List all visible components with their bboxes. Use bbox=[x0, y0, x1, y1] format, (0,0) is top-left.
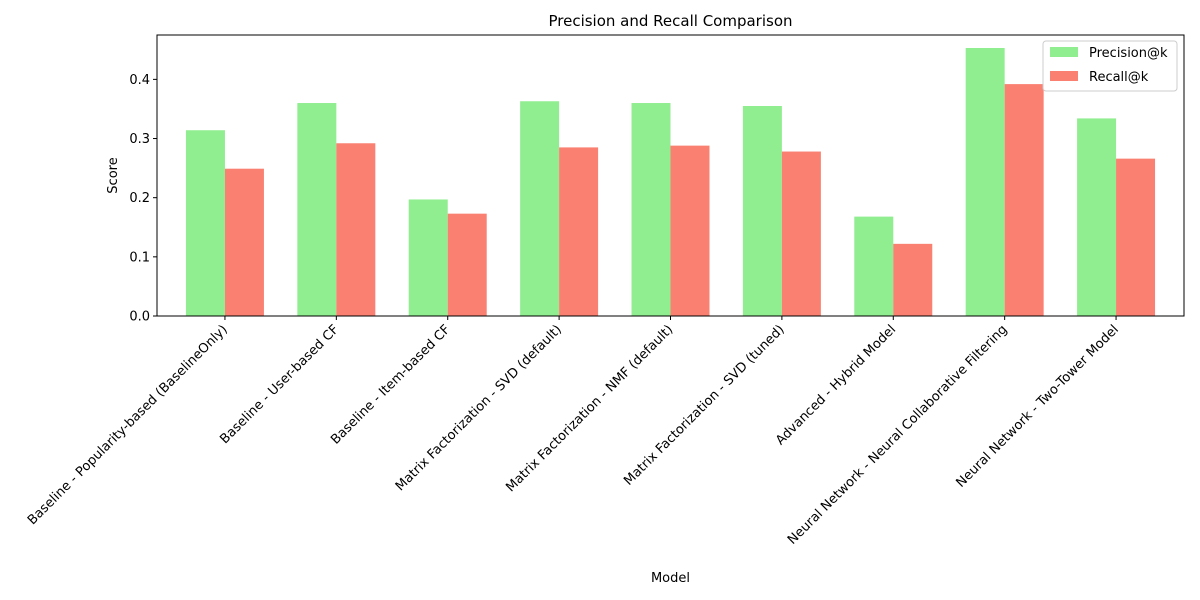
y-tick-label: 0.3 bbox=[129, 132, 150, 147]
y-axis: 0.0 0.1 0.2 0.3 0.4 bbox=[129, 73, 157, 325]
chart-title: Precision and Recall Comparison bbox=[548, 12, 792, 30]
bar-precision-k-8 bbox=[1077, 118, 1117, 316]
bar-recall-k-6 bbox=[893, 243, 933, 316]
legend-swatch-recall bbox=[1050, 71, 1078, 81]
x-tick-label: Baseline - Popularity-based (BaselineOnl… bbox=[25, 322, 231, 528]
x-tick-label: Baseline - User-based CF bbox=[217, 322, 342, 447]
bar-precision-k-7 bbox=[965, 48, 1005, 316]
bar-precision-k-4 bbox=[631, 103, 671, 316]
legend-label-precision: Precision@k bbox=[1089, 46, 1168, 61]
y-tick-label: 0.4 bbox=[129, 73, 150, 88]
bar-recall-k-0 bbox=[224, 168, 264, 316]
bar-precision-k-0 bbox=[185, 130, 225, 316]
bar-recall-k-8 bbox=[1116, 158, 1156, 316]
bar-recall-k-4 bbox=[670, 145, 710, 316]
x-axis-label: Model bbox=[651, 571, 690, 586]
plot-frame bbox=[156, 34, 1185, 317]
legend-label-recall: Recall@k bbox=[1089, 70, 1149, 85]
bar-recall-k-7 bbox=[1004, 84, 1044, 316]
y-tick-label: 0.2 bbox=[129, 191, 150, 206]
y-axis-label: Score bbox=[106, 157, 121, 193]
bars-layer bbox=[185, 48, 1156, 317]
bar-precision-k-2 bbox=[408, 199, 448, 316]
bar-precision-k-3 bbox=[520, 101, 560, 316]
bar-precision-k-6 bbox=[854, 216, 894, 316]
bar-recall-k-2 bbox=[447, 213, 487, 316]
legend: Precision@k Recall@k bbox=[1042, 40, 1178, 92]
y-tick-label: 0.1 bbox=[129, 250, 150, 265]
bar-recall-k-3 bbox=[559, 147, 599, 316]
bar-recall-k-5 bbox=[781, 151, 821, 316]
x-axis: Baseline - Popularity-based (BaselineOnl… bbox=[25, 316, 1122, 548]
bar-recall-k-1 bbox=[336, 143, 376, 316]
legend-swatch-precision bbox=[1050, 47, 1078, 57]
bar-precision-k-5 bbox=[742, 105, 782, 317]
bar-precision-k-1 bbox=[297, 103, 337, 316]
x-tick-label: Advanced - Hybrid Model bbox=[773, 322, 899, 448]
y-tick-label: 0.0 bbox=[129, 310, 150, 325]
x-tick-label: Baseline - Item-based CF bbox=[328, 322, 453, 447]
x-tick-label: Neural Network - Neural Collaborative Fi… bbox=[785, 322, 1010, 547]
